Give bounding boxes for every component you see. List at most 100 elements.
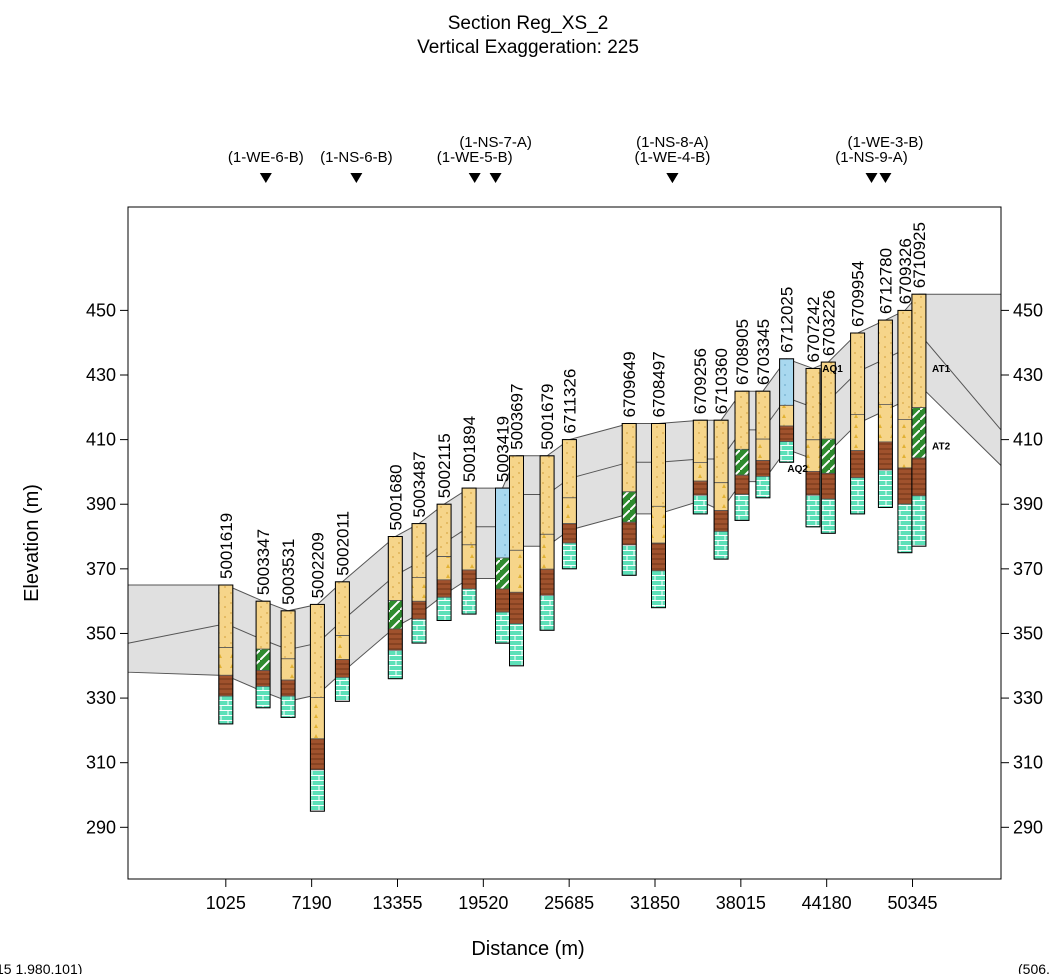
well-segment bbox=[878, 403, 893, 443]
well-outline bbox=[621, 423, 637, 576]
well-segment bbox=[436, 503, 452, 557]
well-label: 5003347 bbox=[254, 529, 273, 595]
well-5002011 bbox=[334, 581, 350, 702]
well-outline bbox=[509, 455, 524, 667]
well-segment bbox=[436, 596, 452, 621]
well-segment bbox=[897, 309, 913, 420]
well-segment bbox=[820, 472, 836, 500]
well-segment bbox=[911, 457, 927, 497]
y-tick-label-right: 290 bbox=[1013, 817, 1043, 837]
x-tick-label: 31850 bbox=[630, 893, 680, 913]
well-segment bbox=[621, 423, 637, 493]
well-segment bbox=[621, 521, 637, 546]
y-tick-label: 310 bbox=[86, 753, 116, 773]
section-marker-triangle bbox=[865, 173, 878, 183]
well-label: 6709256 bbox=[691, 348, 710, 414]
well-segment bbox=[495, 487, 510, 559]
well-segment bbox=[309, 769, 325, 812]
well-segment bbox=[562, 439, 577, 499]
well-outline bbox=[805, 368, 821, 528]
well-segment bbox=[411, 600, 427, 620]
well-segment bbox=[562, 523, 577, 544]
well-outline bbox=[255, 600, 271, 709]
axes: 290 290 310 310 330 330 350 350 370 370 390 390 410 4… bbox=[86, 300, 1043, 913]
well-segment bbox=[805, 439, 821, 472]
well-label: 6709326 bbox=[896, 238, 915, 304]
well-segment bbox=[651, 542, 666, 572]
well-segment bbox=[334, 635, 350, 660]
well-segment bbox=[850, 450, 865, 479]
well-segment bbox=[897, 418, 913, 469]
well-label: 5001679 bbox=[538, 384, 557, 450]
well-5001680 bbox=[387, 536, 403, 680]
well-label: 6710925 bbox=[910, 222, 929, 288]
well-label: 6709649 bbox=[620, 351, 639, 417]
well-segment bbox=[255, 686, 271, 709]
well-segment bbox=[334, 581, 350, 636]
well-segment bbox=[495, 611, 510, 644]
well-segment bbox=[820, 498, 836, 534]
x-tick-label: 50345 bbox=[887, 893, 937, 913]
well-segment bbox=[850, 332, 865, 415]
unit-labels: AT1 AT2 AQ1 AQ2 bbox=[787, 364, 950, 475]
well-segment bbox=[509, 455, 524, 551]
well-segment bbox=[436, 556, 452, 581]
well-segment bbox=[850, 413, 865, 451]
well-segment bbox=[255, 670, 271, 687]
well-5003419 bbox=[495, 487, 510, 644]
y-tick-label: 330 bbox=[86, 688, 116, 708]
x-tick-label: 38015 bbox=[716, 893, 766, 913]
well-6709256 bbox=[692, 419, 708, 515]
y-tick-label-right: 370 bbox=[1013, 559, 1043, 579]
well-segment bbox=[713, 531, 729, 560]
well-5001619 bbox=[218, 584, 234, 725]
well-segment bbox=[218, 647, 234, 676]
unit-label: AQ1 bbox=[822, 364, 843, 375]
x-tick-label: 19520 bbox=[458, 893, 508, 913]
well-outline bbox=[911, 293, 927, 547]
well-segment bbox=[539, 594, 555, 631]
well-segment bbox=[692, 419, 708, 463]
well-label: 5001680 bbox=[386, 464, 405, 530]
well-segment bbox=[734, 474, 750, 496]
section-marker-triangle bbox=[879, 173, 892, 183]
y-tick-label: 390 bbox=[86, 494, 116, 514]
well-outline bbox=[692, 419, 708, 515]
well-6708905 bbox=[734, 390, 750, 521]
well-outline bbox=[779, 358, 795, 463]
well-outline bbox=[539, 455, 555, 631]
well-segment bbox=[878, 319, 893, 405]
well-outline bbox=[755, 390, 771, 499]
well-label: 5002011 bbox=[333, 511, 352, 576]
well-label: 5003419 bbox=[494, 416, 513, 482]
well-segment bbox=[539, 533, 555, 570]
well-label: 6709954 bbox=[849, 261, 868, 327]
y-tick-label-right: 350 bbox=[1013, 623, 1043, 643]
well-segment bbox=[779, 358, 794, 406]
well-segment bbox=[334, 659, 350, 678]
well-segment bbox=[509, 549, 524, 593]
well-segment bbox=[461, 588, 477, 615]
x-tick-label: 13355 bbox=[372, 893, 422, 913]
well-segment bbox=[755, 390, 771, 440]
section-marker-label: (1-WE-6-B) bbox=[228, 149, 304, 166]
well-segment bbox=[779, 404, 794, 427]
corner-coordinate-right: (506, bbox=[1018, 961, 1050, 974]
well-6709954 bbox=[850, 332, 866, 515]
unit-contact bbox=[127, 332, 1002, 651]
well-segment bbox=[755, 438, 771, 461]
well-5001679 bbox=[539, 455, 555, 631]
well-segment bbox=[820, 438, 836, 474]
well-segment bbox=[218, 584, 234, 648]
section-marker-label: (1-WE-3-B) bbox=[848, 134, 924, 151]
well-segment bbox=[692, 494, 708, 515]
well-6710360 bbox=[713, 419, 729, 560]
well-6712025 bbox=[779, 358, 795, 463]
well-segment bbox=[495, 557, 510, 590]
well-outline bbox=[309, 603, 325, 812]
well-5003487 bbox=[411, 523, 427, 644]
unit-label: AT1 bbox=[932, 364, 951, 375]
well-segment bbox=[387, 600, 403, 630]
well-label: 6708905 bbox=[733, 319, 752, 385]
